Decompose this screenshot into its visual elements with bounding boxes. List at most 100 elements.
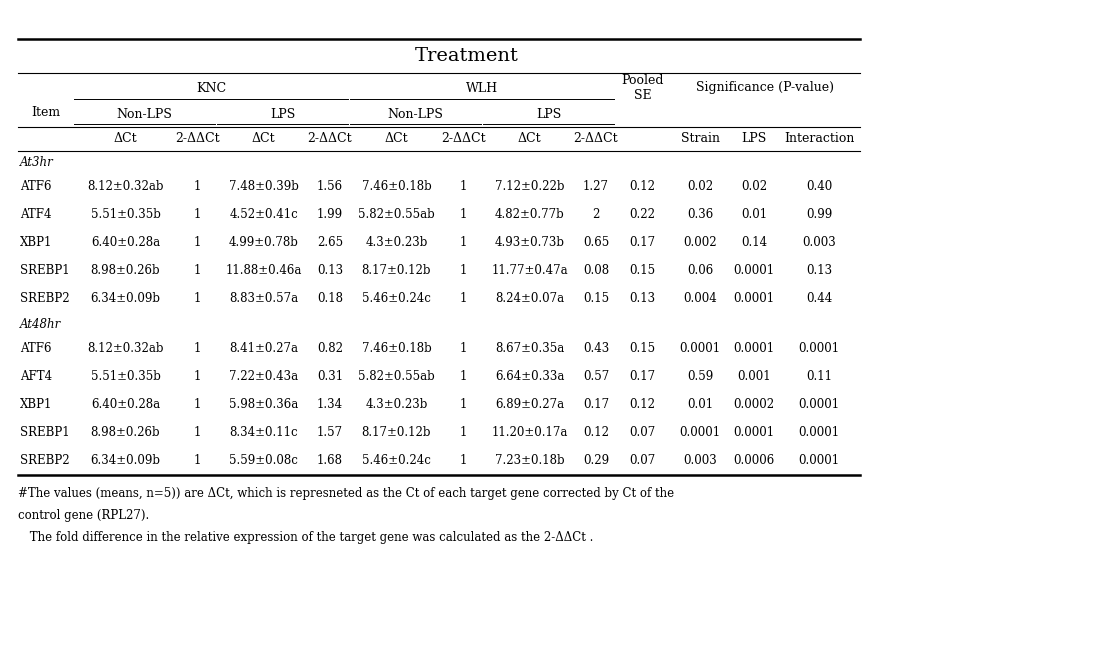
Text: 1: 1: [459, 426, 467, 440]
Text: 0.0001: 0.0001: [733, 426, 774, 440]
Text: 5.98±0.36a: 5.98±0.36a: [229, 399, 298, 411]
Text: 0.12: 0.12: [630, 181, 656, 194]
Text: 1: 1: [194, 455, 200, 468]
Text: 0.0001: 0.0001: [733, 342, 774, 355]
Text: 0.08: 0.08: [583, 265, 609, 277]
Text: AFT4: AFT4: [20, 371, 53, 384]
Text: 0.0002: 0.0002: [733, 399, 774, 411]
Text: 0.44: 0.44: [806, 292, 833, 306]
Text: 6.40±0.28a: 6.40±0.28a: [91, 399, 160, 411]
Text: Strain: Strain: [680, 133, 720, 145]
Text: 0.07: 0.07: [629, 455, 656, 468]
Text: 5.46±0.24c: 5.46±0.24c: [363, 455, 431, 468]
Text: 2: 2: [592, 208, 600, 221]
Text: 5.51±0.35b: 5.51±0.35b: [91, 208, 160, 221]
Text: Non-LPS: Non-LPS: [387, 108, 443, 122]
Text: At3hr: At3hr: [20, 156, 54, 168]
Text: 0.0006: 0.0006: [733, 455, 774, 468]
Text: Significance (P-value): Significance (P-value): [696, 81, 834, 95]
Text: 0.0001: 0.0001: [679, 426, 721, 440]
Text: 0.002: 0.002: [684, 237, 717, 250]
Text: ΔCt: ΔCt: [114, 133, 138, 145]
Text: 1: 1: [194, 371, 200, 384]
Text: 1.57: 1.57: [317, 426, 344, 440]
Text: 1: 1: [194, 426, 200, 440]
Text: control gene (RPL27).: control gene (RPL27).: [18, 509, 149, 522]
Text: 1: 1: [459, 181, 467, 194]
Text: 4.3±0.23b: 4.3±0.23b: [365, 399, 427, 411]
Text: 8.17±0.12b: 8.17±0.12b: [361, 265, 431, 277]
Text: 4.99±0.78b: 4.99±0.78b: [228, 237, 299, 250]
Text: 11.88±0.46a: 11.88±0.46a: [225, 265, 302, 277]
Text: 0.0001: 0.0001: [799, 342, 839, 355]
Text: 1: 1: [459, 292, 467, 306]
Text: 1: 1: [194, 265, 200, 277]
Text: LPS: LPS: [270, 108, 295, 122]
Text: 2-ΔΔCt: 2-ΔΔCt: [175, 133, 219, 145]
Text: 4.3±0.23b: 4.3±0.23b: [365, 237, 427, 250]
Text: 1: 1: [459, 342, 467, 355]
Text: 8.67±0.35a: 8.67±0.35a: [495, 342, 564, 355]
Text: SREBP1: SREBP1: [20, 426, 69, 440]
Text: ATF6: ATF6: [20, 342, 51, 355]
Text: 0.0001: 0.0001: [733, 265, 774, 277]
Text: 2-ΔΔCt: 2-ΔΔCt: [574, 133, 619, 145]
Text: 11.77±0.47a: 11.77±0.47a: [491, 265, 567, 277]
Text: 0.29: 0.29: [583, 455, 609, 468]
Text: 0.43: 0.43: [583, 342, 609, 355]
Text: 1: 1: [459, 208, 467, 221]
Text: 1.34: 1.34: [317, 399, 344, 411]
Text: 7.46±0.18b: 7.46±0.18b: [361, 342, 432, 355]
Text: 0.003: 0.003: [683, 455, 717, 468]
Text: 1.68: 1.68: [317, 455, 344, 468]
Text: ATF4: ATF4: [20, 208, 51, 221]
Text: 0.11: 0.11: [806, 371, 833, 384]
Text: 0.0001: 0.0001: [679, 342, 721, 355]
Text: 1.99: 1.99: [317, 208, 344, 221]
Text: 1: 1: [459, 371, 467, 384]
Text: 0.15: 0.15: [629, 265, 656, 277]
Text: 0.17: 0.17: [629, 237, 656, 250]
Text: 1: 1: [194, 237, 200, 250]
Text: 1: 1: [194, 208, 200, 221]
Text: 0.82: 0.82: [317, 342, 344, 355]
Text: At48hr: At48hr: [20, 317, 62, 330]
Text: 5.46±0.24c: 5.46±0.24c: [363, 292, 431, 306]
Text: 0.13: 0.13: [317, 265, 344, 277]
Text: 8.41±0.27a: 8.41±0.27a: [229, 342, 298, 355]
Text: 1.27: 1.27: [583, 181, 609, 194]
Text: 1: 1: [459, 399, 467, 411]
Text: ATF6: ATF6: [20, 181, 51, 194]
Text: 11.20±0.17a: 11.20±0.17a: [491, 426, 567, 440]
Text: 7.48±0.39b: 7.48±0.39b: [228, 181, 299, 194]
Text: SREBP1: SREBP1: [20, 265, 69, 277]
Text: 2-ΔΔCt: 2-ΔΔCt: [308, 133, 352, 145]
Text: 0.22: 0.22: [630, 208, 656, 221]
Text: 8.12±0.32ab: 8.12±0.32ab: [87, 342, 163, 355]
Text: #The values (means, n=5)) are ΔCt, which is represneted as the Ct of each target: #The values (means, n=5)) are ΔCt, which…: [18, 486, 674, 499]
Text: 1: 1: [194, 292, 200, 306]
Text: 0.17: 0.17: [583, 399, 609, 411]
Text: 6.40±0.28a: 6.40±0.28a: [91, 237, 160, 250]
Text: 0.07: 0.07: [629, 426, 656, 440]
Text: KNC: KNC: [196, 81, 226, 95]
Text: 0.36: 0.36: [687, 208, 713, 221]
Text: 6.64±0.33a: 6.64±0.33a: [495, 371, 564, 384]
Text: 6.34±0.09b: 6.34±0.09b: [91, 292, 160, 306]
Text: 0.17: 0.17: [629, 371, 656, 384]
Text: 7.12±0.22b: 7.12±0.22b: [495, 181, 564, 194]
Text: 5.51±0.35b: 5.51±0.35b: [91, 371, 160, 384]
Text: SREBP2: SREBP2: [20, 455, 69, 468]
Text: 8.17±0.12b: 8.17±0.12b: [361, 426, 431, 440]
Text: 8.24±0.07a: 8.24±0.07a: [495, 292, 564, 306]
Text: 0.99: 0.99: [806, 208, 833, 221]
Text: 0.15: 0.15: [629, 342, 656, 355]
Text: 0.001: 0.001: [737, 371, 771, 384]
Text: 0.01: 0.01: [687, 399, 713, 411]
Text: Treatment: Treatment: [414, 47, 518, 65]
Text: 6.34±0.09b: 6.34±0.09b: [91, 455, 160, 468]
Text: 4.52±0.41c: 4.52±0.41c: [229, 208, 298, 221]
Text: 7.23±0.18b: 7.23±0.18b: [495, 455, 564, 468]
Text: 0.02: 0.02: [741, 181, 767, 194]
Text: 7.46±0.18b: 7.46±0.18b: [361, 181, 432, 194]
